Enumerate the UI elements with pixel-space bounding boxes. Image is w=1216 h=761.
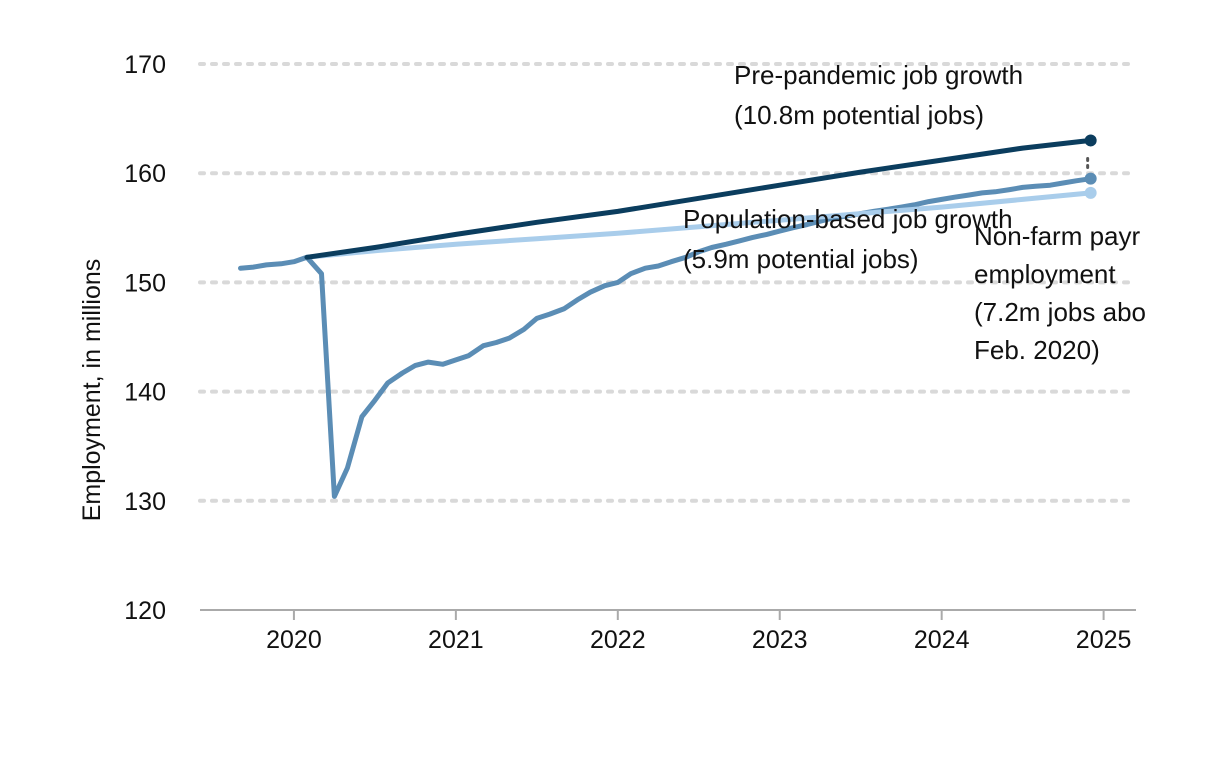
annotation-line: Population-based job growth <box>683 204 1013 234</box>
annotation-population: Population-based job growth (5.9m potenti… <box>683 204 1013 274</box>
end-marker-pre-pandemic <box>1084 134 1097 147</box>
x-axis-ticks: 2020 2021 2022 2023 2024 2025 <box>266 610 1131 654</box>
y-tick-label: 170 <box>124 51 166 79</box>
series-line-nonfarm <box>238 176 1094 499</box>
annotations: Pre-pandemic job growth (10.8m potential … <box>683 60 1146 365</box>
y-tick-label: 150 <box>124 269 166 297</box>
y-axis-ticks: 120 130 140 150 160 170 <box>124 51 166 625</box>
y-tick-label: 140 <box>124 379 166 407</box>
annotation-line: (7.2m jobs abo <box>974 297 1146 327</box>
annotation-line: Pre-pandemic job growth <box>734 60 1023 90</box>
end-markers <box>1084 134 1097 199</box>
series-line-population <box>304 190 1094 260</box>
end-marker-nonfarm <box>1084 172 1097 185</box>
series-lines <box>238 137 1094 499</box>
annotation-nonfarm: Non-farm payr employment (7.2m jobs abo Feb… <box>974 221 1146 365</box>
y-tick-label: 160 <box>124 160 166 188</box>
x-tick-label: 2022 <box>590 626 646 654</box>
annotation-line: Feb. 2020) <box>974 335 1100 365</box>
annotation-line: (5.9m potential jobs) <box>683 244 919 274</box>
annotation-pre-pandemic: Pre-pandemic job growth (10.8m potential … <box>734 60 1023 130</box>
x-tick-label: 2024 <box>914 626 970 654</box>
annotation-line: employment <box>974 259 1116 289</box>
x-tick-label: 2025 <box>1076 626 1132 654</box>
y-tick-label: 130 <box>124 488 166 516</box>
y-tick-label: 120 <box>124 597 166 625</box>
x-tick-label: 2023 <box>752 626 808 654</box>
x-tick-label: 2021 <box>428 626 484 654</box>
end-marker-population <box>1084 186 1097 199</box>
annotation-line: Non-farm payr <box>974 221 1140 251</box>
gridlines <box>198 62 1138 503</box>
series-line-pre-pandemic <box>304 137 1094 260</box>
x-tick-label: 2020 <box>266 626 322 654</box>
y-axis-title: Employment, in millions <box>78 259 106 522</box>
annotation-line: (10.8m potential jobs) <box>734 100 984 130</box>
